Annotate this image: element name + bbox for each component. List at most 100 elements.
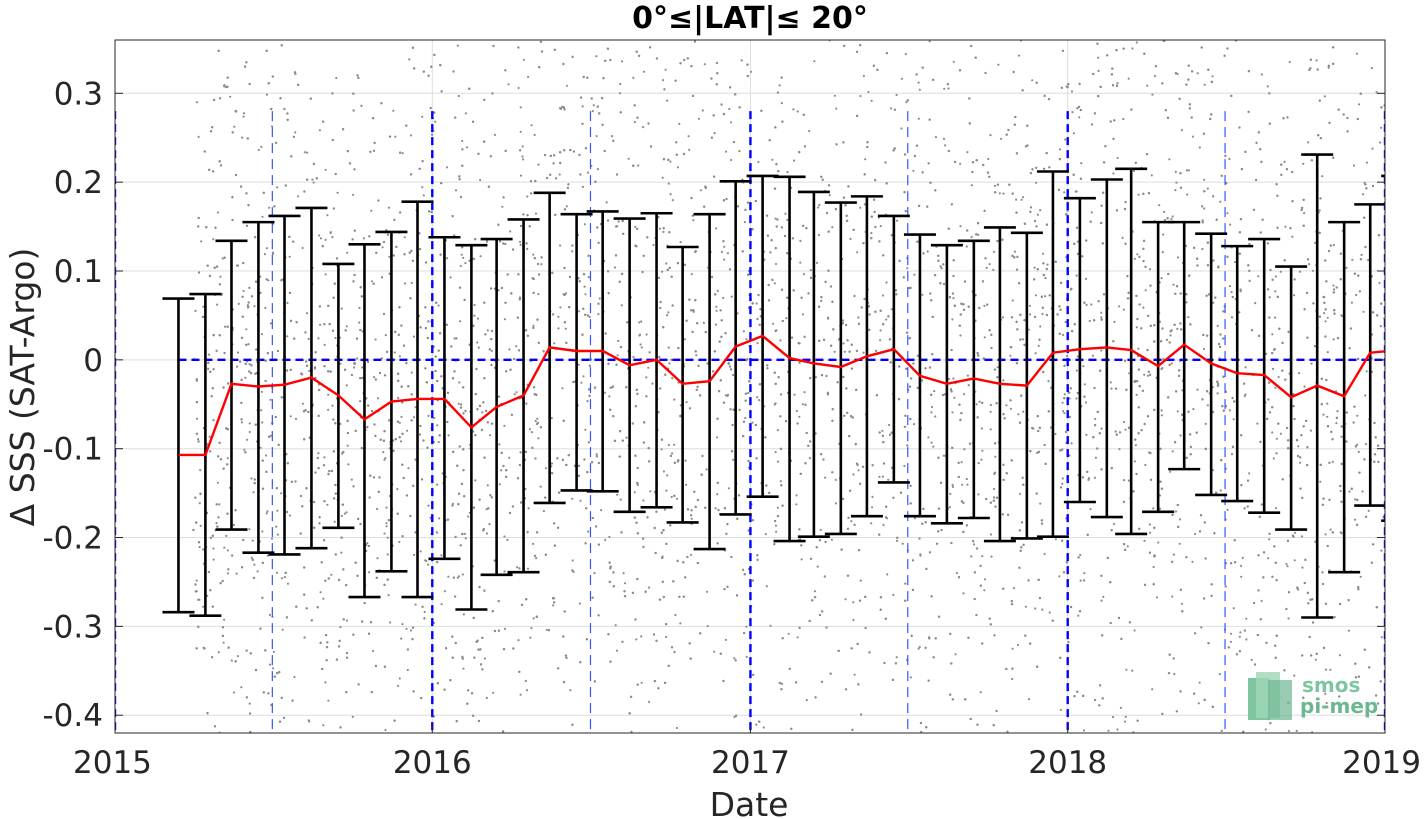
scatter-point	[1307, 141, 1310, 144]
scatter-point	[517, 86, 520, 90]
scatter-point	[1126, 545, 1129, 548]
scatter-point	[1232, 418, 1235, 421]
scatter-point	[1198, 681, 1201, 684]
scatter-point	[1240, 564, 1243, 568]
scatter-point	[799, 239, 802, 242]
scatter-point	[1321, 175, 1324, 178]
scatter-point	[407, 467, 410, 470]
scatter-point	[1206, 404, 1209, 407]
scatter-point	[198, 502, 201, 505]
scatter-point	[1136, 253, 1139, 256]
scatter-point	[1303, 385, 1306, 388]
scatter-point	[879, 225, 882, 228]
scatter-point	[795, 494, 798, 497]
scatter-point	[1239, 290, 1242, 293]
scatter-point	[358, 321, 361, 324]
scatter-point	[733, 657, 736, 660]
scatter-point	[951, 318, 954, 321]
scatter-point	[340, 551, 343, 554]
scatter-point	[1173, 672, 1176, 676]
scatter-point	[473, 303, 476, 307]
scatter-point	[529, 636, 532, 639]
scatter-point	[683, 338, 686, 341]
scatter-point	[933, 390, 936, 393]
scatter-point	[399, 440, 403, 443]
scatter-point	[265, 93, 268, 96]
scatter-point	[593, 572, 596, 575]
scatter-point	[784, 212, 787, 215]
scatter-point	[917, 647, 920, 650]
scatter-point	[1301, 566, 1304, 569]
scatter-point	[886, 573, 889, 576]
scatter-point	[1011, 677, 1014, 681]
scatter-point	[679, 241, 682, 244]
scatter-point	[424, 559, 427, 562]
scatter-point	[303, 151, 306, 154]
scatter-point	[212, 419, 215, 422]
scatter-point	[384, 457, 387, 460]
scatter-point	[611, 135, 614, 138]
scatter-point	[684, 459, 687, 462]
scatter-point	[1048, 611, 1051, 614]
scatter-point	[462, 256, 465, 259]
scatter-point	[1380, 636, 1383, 639]
scatter-point	[896, 219, 899, 222]
scatter-point	[537, 437, 540, 440]
scatter-point	[730, 295, 733, 298]
scatter-point	[1143, 539, 1146, 543]
scatter-point	[1158, 494, 1162, 497]
scatter-point	[666, 99, 669, 102]
scatter-point	[808, 457, 812, 460]
scatter-point	[998, 192, 1001, 195]
scatter-point	[609, 386, 612, 389]
scatter-point	[1176, 72, 1179, 76]
scatter-point	[952, 377, 955, 380]
scatter-point	[486, 329, 489, 332]
scatter-point	[1043, 552, 1046, 556]
scatter-point	[1093, 476, 1096, 479]
scatter-point	[327, 393, 330, 396]
scatter-point	[1155, 596, 1159, 599]
scatter-point	[248, 430, 251, 434]
scatter-point	[818, 203, 821, 207]
scatter-point	[288, 255, 291, 258]
scatter-point	[1094, 417, 1097, 421]
scatter-point	[780, 102, 783, 105]
scatter-point	[673, 398, 676, 401]
scatter-point	[805, 699, 808, 702]
scatter-point	[850, 520, 853, 523]
scatter-point	[388, 255, 391, 258]
scatter-point	[565, 205, 568, 208]
scatter-point	[1171, 215, 1174, 218]
scatter-point	[522, 58, 526, 61]
scatter-point	[913, 517, 917, 520]
scatter-point	[522, 158, 525, 161]
scatter-point	[307, 337, 310, 340]
scatter-point	[223, 618, 226, 621]
scatter-point	[1331, 460, 1334, 463]
scatter-point	[1365, 370, 1368, 373]
scatter-point	[1062, 410, 1065, 413]
scatter-point	[745, 338, 748, 341]
scatter-point	[503, 535, 506, 538]
scatter-point	[742, 330, 746, 333]
scatter-point	[1144, 289, 1147, 292]
scatter-point	[1274, 507, 1278, 510]
scatter-point	[714, 323, 718, 326]
scatter-point	[943, 87, 946, 90]
scatter-point	[1323, 95, 1326, 98]
scatter-point	[1113, 522, 1116, 526]
scatter-point	[1067, 640, 1070, 644]
scatter-point	[243, 448, 246, 451]
scatter-point	[778, 84, 781, 87]
scatter-point	[1009, 407, 1013, 410]
scatter-point	[1232, 607, 1235, 610]
scatter-point	[346, 444, 349, 447]
scatter-point	[333, 520, 336, 523]
scatter-point	[664, 68, 667, 71]
scatter-point	[361, 366, 364, 369]
scatter-point	[747, 391, 750, 395]
scatter-point	[276, 186, 279, 189]
scatter-point	[216, 481, 219, 484]
scatter-point	[619, 498, 622, 501]
